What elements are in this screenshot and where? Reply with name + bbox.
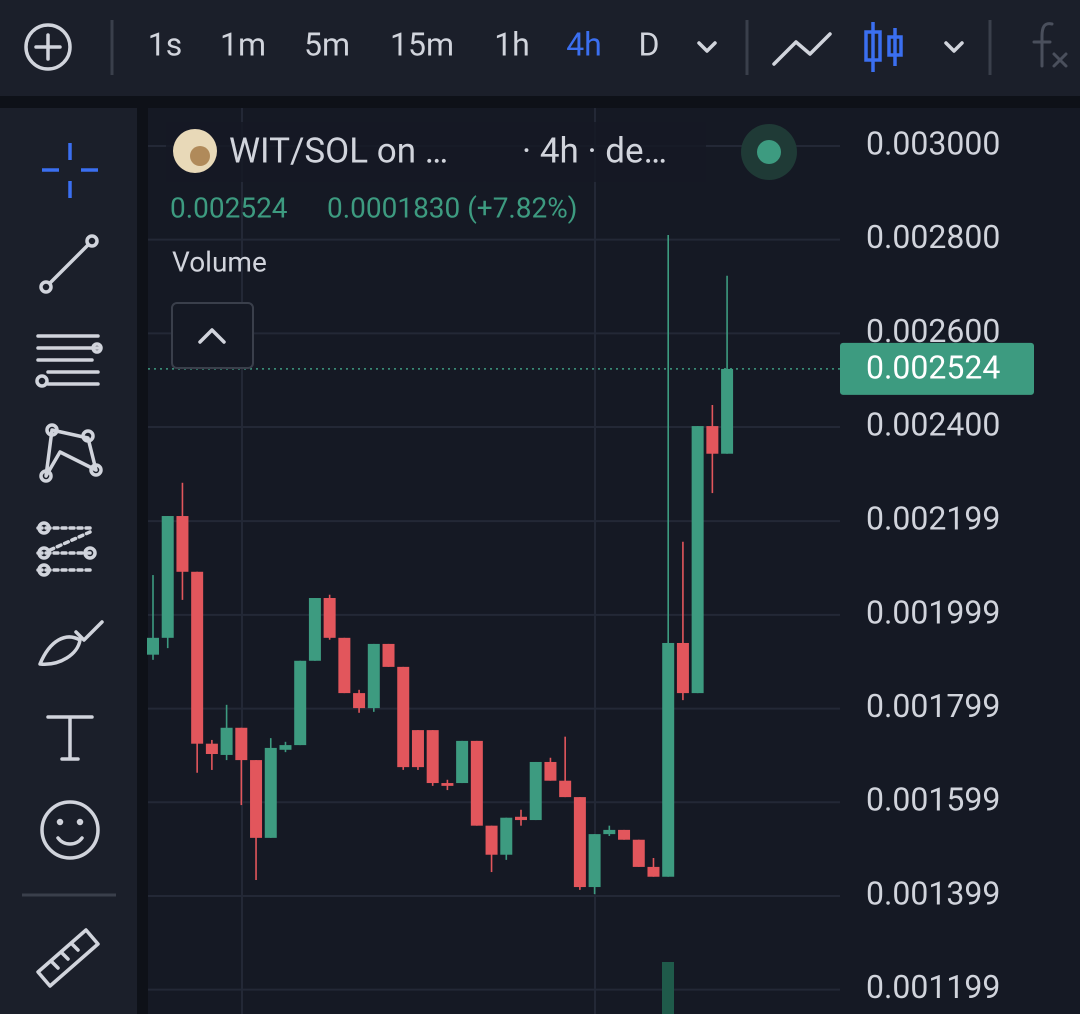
last-price: 0.002524 (170, 191, 288, 224)
emoji-tool[interactable] (40, 800, 100, 860)
y-tick-label: 0.001199 (866, 968, 1000, 1006)
candle-body (544, 761, 557, 781)
candle-body (161, 516, 174, 638)
line-chart-button[interactable] (772, 32, 832, 66)
candle-body (632, 839, 645, 867)
candle-body (529, 761, 542, 821)
y-tick-label: 0.001399 (866, 874, 1000, 912)
interval-button[interactable]: 15m (390, 25, 454, 63)
candle-body (470, 740, 483, 826)
candle-body (264, 747, 277, 838)
candles (147, 234, 840, 895)
candle-body (191, 571, 204, 744)
candle-chart-button[interactable] (864, 22, 903, 72)
crosshair-tool[interactable] (42, 143, 98, 198)
candle-body (676, 642, 689, 694)
candle-body (559, 780, 572, 798)
chart-type-menu[interactable] (944, 41, 964, 53)
candle-body (456, 740, 469, 784)
candle-body (691, 426, 704, 694)
last-price-tag-label: 0.002524 (866, 348, 1000, 386)
candle-body (205, 743, 218, 755)
candle-body (500, 817, 513, 855)
chart-panel (148, 108, 1080, 1014)
candle-body (485, 825, 498, 855)
y-tick-label: 0.002800 (866, 218, 1000, 256)
collapse-button[interactable] (171, 302, 254, 369)
y-tick-label: 0.002400 (866, 405, 1000, 443)
interval-button[interactable]: 5m (304, 25, 350, 63)
status-dot (757, 140, 781, 164)
y-tick-label: 0.001599 (866, 781, 1000, 819)
interval-button[interactable]: 1m (220, 25, 266, 63)
last-price-tag (840, 342, 1034, 395)
price-axis: 0.0030000.0028000.0026000.0024000.002199… (840, 124, 1034, 1006)
candle-body (411, 730, 424, 768)
candle-body (382, 643, 395, 667)
add-button[interactable] (24, 23, 72, 71)
interval-menu[interactable] (697, 41, 717, 53)
candle-body (338, 637, 351, 694)
candle-body (353, 693, 366, 709)
projection-tool[interactable] (36, 521, 97, 577)
interval-button[interactable]: D (639, 25, 660, 63)
y-tick-label: 0.003000 (866, 124, 1000, 162)
candle-body (441, 783, 454, 786)
candle-body (426, 730, 439, 784)
candle-body (279, 745, 292, 750)
candle-body (515, 816, 527, 821)
y-tick-label: 0.001799 (866, 687, 1000, 725)
candle-body (323, 598, 336, 638)
candle-body (573, 797, 586, 888)
left-toolbar (0, 108, 137, 1014)
brush-tool[interactable] (38, 620, 104, 666)
token-avatar-detail (190, 146, 210, 166)
y-tick-label: 0.001999 (866, 593, 1000, 631)
candle-body (588, 834, 601, 888)
candle-body (220, 727, 233, 755)
volume-bar (662, 962, 674, 1014)
symbol[interactable]: WIT/SOL on … (229, 130, 448, 171)
candle-body (618, 829, 631, 840)
candle-body (647, 866, 660, 877)
candle-body (603, 829, 616, 835)
candle-body (235, 727, 248, 761)
candle-body (294, 660, 307, 746)
candle-body (706, 426, 719, 454)
candle-body (308, 598, 321, 661)
interval-button[interactable]: 1s (148, 25, 183, 63)
candle-body (662, 642, 675, 877)
candle-body (367, 643, 380, 709)
interval-button[interactable]: 4h (566, 25, 602, 63)
interval-label: · 4h · de… (522, 130, 667, 171)
candle-body (721, 368, 734, 454)
fib-tool[interactable] (35, 334, 103, 388)
indicators-button[interactable] (1032, 22, 1068, 68)
pattern-tool[interactable] (39, 423, 103, 483)
candle-body (176, 516, 189, 572)
candle-body (147, 637, 159, 655)
candle-body (397, 666, 410, 768)
legend-backdrop (166, 122, 706, 182)
trend-line-tool[interactable] (39, 234, 99, 294)
y-tick-label: 0.002199 (866, 500, 1000, 538)
price-change: 0.0001830 (+7.82%) (327, 191, 578, 224)
text-tool[interactable] (46, 715, 94, 761)
interval-button[interactable]: 1h (494, 25, 530, 63)
candle-body (250, 760, 263, 838)
indicator-label[interactable]: Volume (172, 245, 267, 278)
ruler-tool[interactable] (36, 928, 100, 988)
